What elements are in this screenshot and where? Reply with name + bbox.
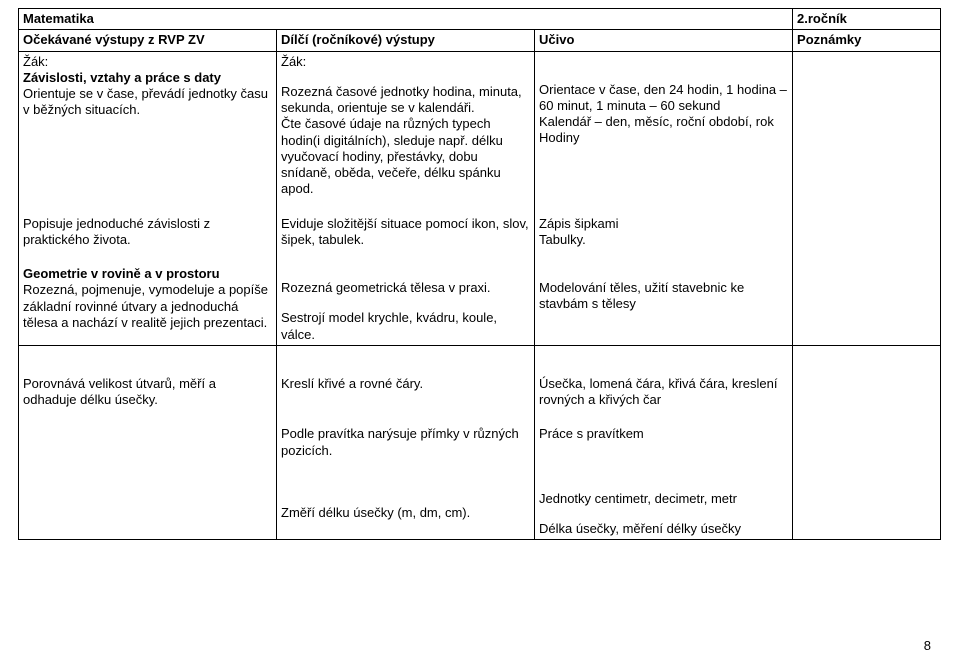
cell-r1c4 [793,51,941,200]
text: Délka úsečky, měření délky úsečky [539,521,788,537]
cell-r5c1 [19,410,277,461]
header-col-2: Dílčí (ročníkové) výstupy [277,30,535,51]
header-col-1: Očekávané výstupy z RVP ZV [19,30,277,51]
text: Žák: [23,54,272,70]
cell-r4c2: Kreslí křivé a rovné čáry. [277,345,535,410]
table-row: Porovnává velikost útvarů, měří a odhadu… [19,345,941,410]
cell-r6c2: Změří délku úsečky (m, dm, cm). [277,461,535,540]
text: Podle pravítka narýsuje přímky v různých… [281,426,530,459]
text: Tabulky. [539,232,788,248]
header-col-4: Poznámky [793,30,941,51]
text: Modelování těles, užití stavebnic ke sta… [539,280,788,313]
cell-r1c2: Žák: Rozezná časové jednotky hodina, min… [277,51,535,200]
cell-r2c1: Popisuje jednoduché závislosti z praktic… [19,200,277,251]
text: Zápis šipkami [539,216,788,232]
page-number: 8 [924,638,931,653]
cell-r5c2: Podle pravítka narýsuje přímky v různých… [277,410,535,461]
text: Porovnává velikost útvarů, měří a odhadu… [23,376,272,409]
cell-r6c1 [19,461,277,540]
cell-r1c1: Žák: Závislosti, vztahy a práce s daty O… [19,51,277,200]
text: Hodiny [539,130,788,146]
text: Orientuje se v čase, převádí jednotky ča… [23,86,272,119]
cell-r3c3: Modelování těles, užití stavebnic ke sta… [535,250,793,345]
text: Čte časové údaje na různých typech hodin… [281,116,530,197]
cell-r5c4 [793,410,941,461]
title-row: Matematika 2.ročník [19,9,941,30]
text: Geometrie v rovině a v prostoru [23,266,272,282]
text: Rozezná časové jednotky hodina, minuta, … [281,84,530,117]
text: Orientace v čase, den 24 hodin, 1 hodina… [539,82,788,115]
text: Sestrojí model krychle, kvádru, koule, v… [281,310,530,343]
cell-r6c3: Jednotky centimetr, decimetr, metr Délka… [535,461,793,540]
table-row: Žák: Závislosti, vztahy a práce s daty O… [19,51,941,200]
text: Rozezná geometrická tělesa v praxi. [281,280,530,296]
grade-title: 2.ročník [793,9,941,30]
text: Rozezná, pojmenuje, vymodeluje a popíše … [23,282,272,331]
text: Závislosti, vztahy a práce s daty [23,70,272,86]
cell-r6c4 [793,461,941,540]
cell-r2c2: Eviduje složitější situace pomocí ikon, … [277,200,535,251]
text: Kreslí křivé a rovné čáry. [281,376,530,392]
cell-r4c3: Úsečka, lomená čára, křivá čára, kreslen… [535,345,793,410]
text: Práce s pravítkem [539,426,788,442]
text: Žák: [281,54,530,70]
table-row: Popisuje jednoduché závislosti z praktic… [19,200,941,251]
text: Změří délku úsečky (m, dm, cm). [281,505,530,521]
cell-r1c3: Orientace v čase, den 24 hodin, 1 hodina… [535,51,793,200]
subject-title: Matematika [19,9,793,30]
text: Úsečka, lomená čára, křivá čára, kreslen… [539,376,788,409]
page: Matematika 2.ročník Očekávané výstupy z … [0,0,959,663]
curriculum-table: Matematika 2.ročník Očekávané výstupy z … [18,8,941,540]
text: Popisuje jednoduché závislosti z praktic… [23,216,272,249]
cell-r3c4 [793,250,941,345]
cell-r2c4 [793,200,941,251]
text: Jednotky centimetr, decimetr, metr [539,491,788,507]
cell-r3c1: Geometrie v rovině a v prostoru Rozezná,… [19,250,277,345]
header-col-3: Učivo [535,30,793,51]
cell-r4c4 [793,345,941,410]
cell-r4c1: Porovnává velikost útvarů, měří a odhadu… [19,345,277,410]
text: Eviduje složitější situace pomocí ikon, … [281,216,530,249]
table-row: Geometrie v rovině a v prostoru Rozezná,… [19,250,941,345]
table-row: Změří délku úsečky (m, dm, cm). Jednotky… [19,461,941,540]
table-row: Podle pravítka narýsuje přímky v různých… [19,410,941,461]
header-row: Očekávané výstupy z RVP ZV Dílčí (ročník… [19,30,941,51]
cell-r2c3: Zápis šipkami Tabulky. [535,200,793,251]
cell-r5c3: Práce s pravítkem [535,410,793,461]
cell-r3c2: Rozezná geometrická tělesa v praxi. Sest… [277,250,535,345]
text: Kalendář – den, měsíc, roční období, rok [539,114,788,130]
